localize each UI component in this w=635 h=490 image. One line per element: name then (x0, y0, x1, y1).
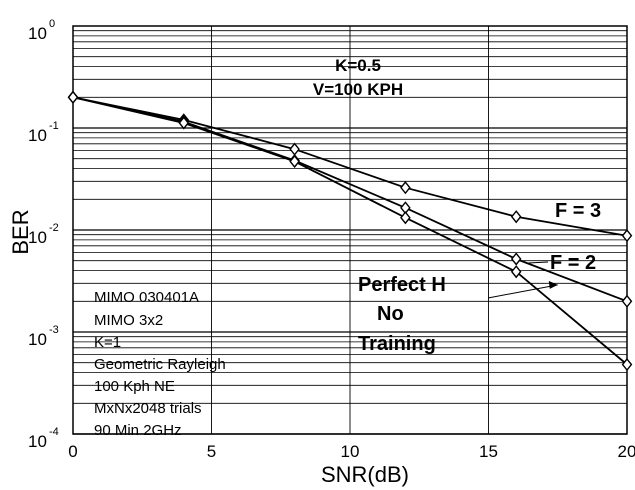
x-tick-label: 5 (207, 442, 216, 461)
label-f3: F = 3 (555, 200, 601, 222)
info-line: K=1 (94, 334, 121, 351)
data-point-marker (289, 154, 300, 169)
y-tick-label: 10 (28, 228, 47, 247)
y-tick-exponent: -2 (49, 222, 59, 234)
y-tick-exponent: 0 (49, 18, 55, 30)
y-tick-exponent: -1 (49, 120, 59, 132)
info-line: MIMO 3x2 (94, 312, 163, 329)
info-line: Geometric Rayleigh (94, 356, 226, 373)
info-line: 90 Min 2GHz (94, 422, 182, 439)
x-tick-label: 15 (479, 442, 498, 461)
data-point-marker (400, 211, 411, 225)
data-point-marker (178, 116, 190, 130)
label-f2: F = 2 (550, 252, 596, 274)
data-point-marker (67, 90, 79, 104)
series-line (72, 96, 628, 237)
y-tick-label: 10 (28, 330, 47, 349)
data-point-marker (621, 357, 633, 372)
y-tick-exponent: -3 (49, 324, 59, 336)
y-tick-label: 10 (28, 432, 47, 451)
params-line-1: K=0.5 (335, 56, 381, 75)
arrow-perfect-h-head (548, 280, 558, 289)
perfect-h-line-2: No (377, 303, 404, 325)
x-tick-label: 0 (68, 442, 77, 461)
data-point-marker (400, 181, 411, 195)
perfect-h-line-1: Perfect H (358, 274, 446, 296)
annotation-arrows (487, 261, 558, 299)
x-tick-label: 10 (341, 442, 360, 461)
y-axis-label: BER (8, 209, 33, 254)
params-line-2: V=100 KPH (313, 80, 403, 99)
data-point-marker (510, 265, 522, 279)
info-box: MIMO 030401A MIMO 3x2 K=1 Geometric Rayl… (94, 289, 226, 439)
data-point-marker (510, 210, 522, 224)
series-line (72, 96, 628, 366)
data-point-marker (510, 252, 522, 266)
y-tick-label: 10 (28, 24, 47, 43)
data-point-marker (621, 294, 633, 308)
info-line: MIMO 030401A (94, 289, 199, 306)
info-line: MxNx2048 trials (94, 400, 202, 417)
y-tick-label: 10 (28, 126, 47, 145)
arrow-perfect-h (487, 284, 558, 299)
info-line: 100 Kph NE (94, 378, 175, 395)
x-tick-label: 20 (618, 442, 635, 461)
perfect-h-line-3: Training (358, 333, 436, 355)
x-axis-label: SNR(dB) (321, 462, 409, 487)
data-point-marker (621, 229, 633, 243)
arrow-f2 (528, 261, 549, 264)
y-tick-exponent: -4 (49, 426, 59, 438)
series-line (72, 96, 628, 303)
series-group (67, 90, 633, 372)
